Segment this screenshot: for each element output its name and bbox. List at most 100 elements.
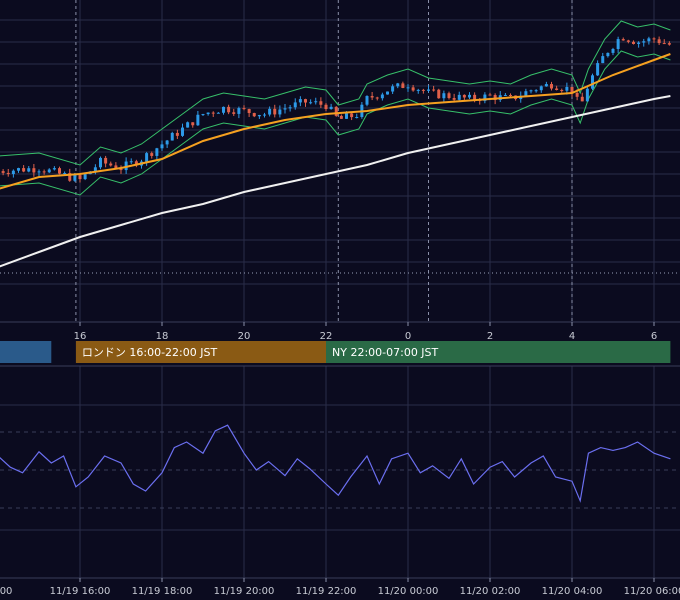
candle-body — [355, 117, 359, 119]
candle-body — [591, 75, 594, 89]
candle-body — [278, 109, 282, 115]
candle-body — [191, 122, 195, 126]
oscillator-panel — [0, 424, 671, 503]
candle-body — [524, 91, 528, 96]
candle-body — [427, 89, 430, 91]
hour-tick-label: 16 — [74, 331, 87, 342]
candle-body — [657, 39, 661, 44]
bollinger-upper — [0, 20, 671, 166]
candle-body — [47, 169, 51, 173]
date-tick-label: 11/20 00:00 — [378, 586, 439, 597]
candle-body — [570, 86, 574, 93]
candle-body — [575, 92, 579, 97]
session-label-2: NY 22:00-07:00 JST — [332, 346, 439, 359]
candle-body — [667, 43, 671, 45]
candle-body — [150, 153, 154, 156]
session-bar-1 — [75, 341, 327, 363]
candle-body — [468, 94, 471, 98]
candle-body — [206, 112, 210, 115]
candle-body — [534, 90, 538, 92]
candle-body — [432, 89, 436, 91]
candle-body — [329, 106, 333, 110]
candle-body — [406, 87, 410, 89]
candle-body — [324, 104, 328, 110]
candle-body — [165, 140, 169, 145]
candle-body — [17, 168, 20, 171]
date-tick-label: 14:00 — [0, 586, 12, 597]
candle-body — [27, 168, 31, 172]
candle-body — [42, 171, 46, 173]
candle-body — [580, 96, 584, 102]
candle-body — [652, 38, 656, 40]
candle-body — [493, 95, 497, 100]
candle-body — [375, 97, 379, 99]
candle-body — [596, 63, 600, 76]
candle-body — [457, 94, 461, 100]
candle-body — [201, 114, 205, 116]
candle-body — [63, 173, 67, 175]
candle-body — [339, 115, 343, 119]
hour-tick-label: 18 — [156, 331, 169, 342]
candle-body — [109, 163, 113, 166]
candle-body — [314, 101, 318, 103]
candle-body — [298, 99, 302, 103]
date-tick-label: 11/20 06:00 — [624, 586, 680, 597]
candle-body — [560, 89, 564, 91]
candle-body — [462, 94, 466, 98]
axes: 16 18 20 22 0 2 4 6 14:00 11/19 16:00 11/19 18:00 1… — [0, 322, 680, 597]
date-tick-label: 11/19 20:00 — [214, 586, 275, 597]
candle-body — [555, 88, 559, 90]
candle-body — [175, 132, 179, 136]
candle-body — [32, 168, 36, 173]
candle-body — [68, 173, 72, 181]
candle-body — [380, 94, 384, 99]
candle-body — [211, 112, 215, 114]
candle-body — [252, 113, 256, 117]
candle-body — [565, 86, 569, 91]
candle-body — [155, 148, 159, 156]
hour-tick-label: 22 — [320, 331, 333, 342]
candle-body — [452, 98, 456, 100]
candle-body — [386, 91, 389, 95]
candle-body — [6, 172, 10, 175]
candle-body — [319, 101, 323, 105]
candle-body — [509, 94, 512, 96]
session-bar: ロンドン 16:00-22:00 JST NY 22:00-07:00 JST — [0, 341, 671, 363]
candle-body — [73, 175, 77, 181]
candle-body — [268, 108, 272, 115]
candle-body — [447, 93, 451, 99]
candle-body — [283, 108, 287, 110]
candle-body — [585, 88, 589, 102]
candle-body — [293, 102, 297, 108]
candle-body — [78, 175, 82, 180]
sma-orange-line — [0, 53, 671, 190]
candle-body — [186, 122, 190, 128]
candle-body — [104, 157, 108, 164]
candle-body — [442, 93, 446, 99]
candle-body — [421, 89, 425, 91]
candle-body — [345, 113, 348, 119]
candle-body — [370, 96, 374, 98]
date-tick-label: 11/19 16:00 — [50, 586, 111, 597]
candle-body — [391, 86, 395, 92]
candle-body — [196, 114, 200, 126]
candle-body — [145, 153, 149, 162]
candle-body — [58, 168, 61, 174]
candle-body — [83, 174, 87, 180]
candle-body — [288, 107, 292, 109]
candle-body — [263, 114, 266, 116]
candle-body — [304, 99, 307, 103]
candle-body — [134, 161, 138, 166]
candle-body — [632, 41, 635, 44]
candle-body — [129, 161, 133, 163]
grid — [0, 0, 680, 579]
session-label-1: ロンドン 16:00-22:00 JST — [82, 346, 218, 359]
bollinger-lower — [0, 50, 671, 196]
candle-body — [119, 168, 123, 171]
session-bar-2 — [326, 341, 671, 363]
candle-body — [365, 96, 369, 105]
candle-body — [242, 108, 246, 110]
candle-body — [160, 144, 164, 149]
candle-body — [488, 94, 492, 96]
date-tick-label: 11/19 18:00 — [132, 586, 193, 597]
